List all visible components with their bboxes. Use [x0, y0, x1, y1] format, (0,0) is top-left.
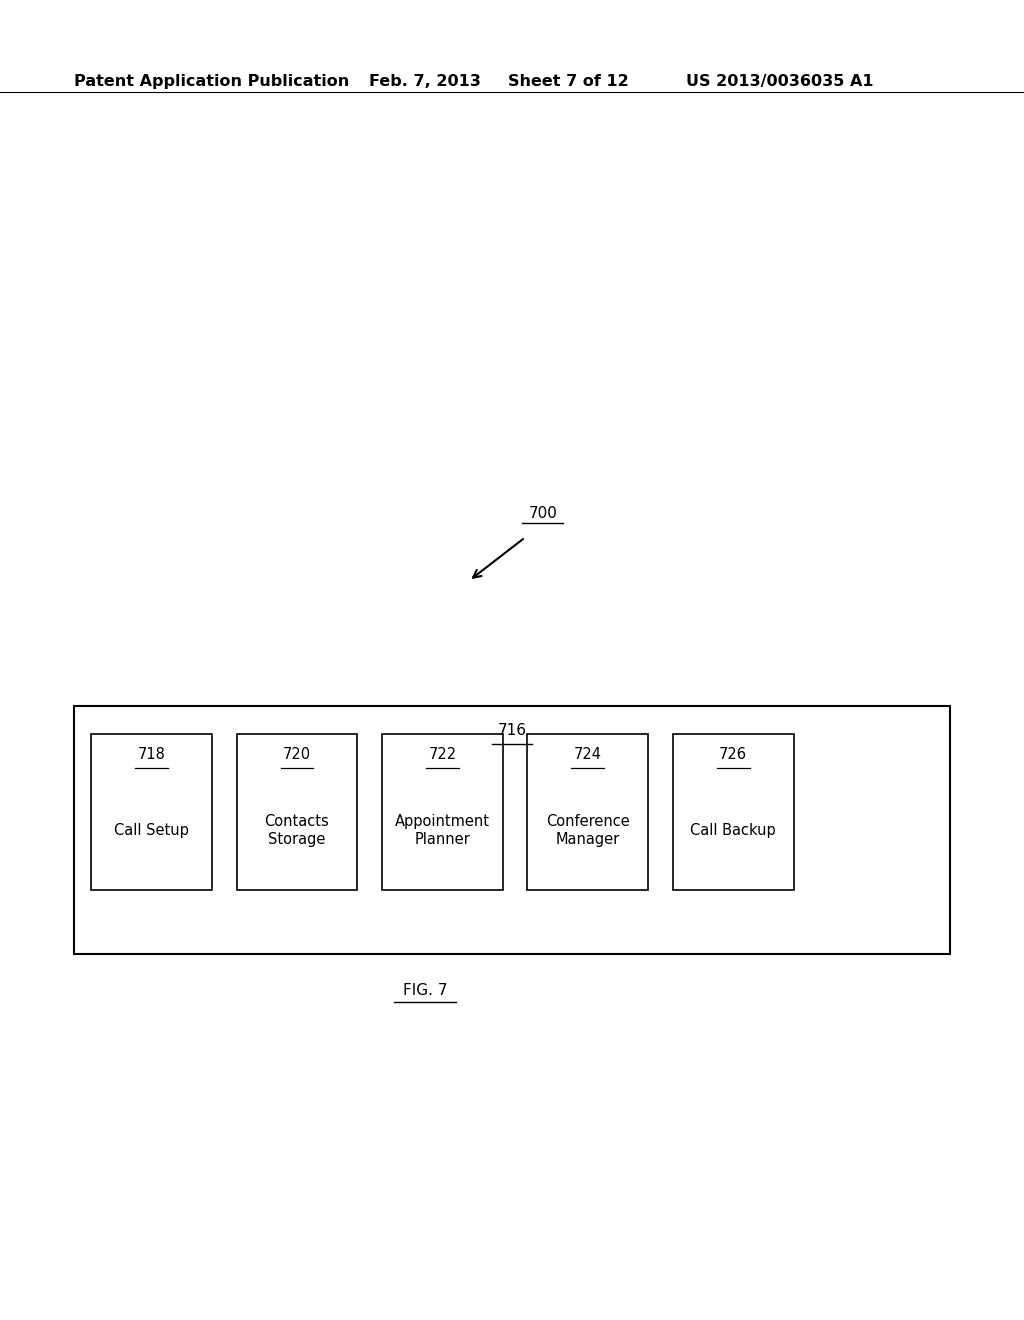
Bar: [673, 734, 794, 890]
Text: Appointment
Planner: Appointment Planner: [395, 814, 489, 846]
Text: 724: 724: [573, 747, 602, 762]
Text: Call Backup: Call Backup: [690, 822, 776, 838]
Bar: [91, 734, 212, 890]
Bar: [237, 734, 357, 890]
Bar: [74, 706, 950, 954]
Text: Feb. 7, 2013: Feb. 7, 2013: [369, 74, 480, 88]
Text: 700: 700: [528, 507, 557, 521]
Text: Contacts
Storage: Contacts Storage: [264, 814, 330, 846]
Bar: [527, 734, 648, 890]
Text: Conference
Manager: Conference Manager: [546, 814, 630, 846]
Text: 716: 716: [498, 723, 526, 738]
Text: Patent Application Publication: Patent Application Publication: [74, 74, 349, 88]
Text: 720: 720: [283, 747, 311, 762]
Text: Sheet 7 of 12: Sheet 7 of 12: [508, 74, 629, 88]
Text: FIG. 7: FIG. 7: [402, 983, 447, 998]
Text: US 2013/0036035 A1: US 2013/0036035 A1: [686, 74, 873, 88]
Text: 718: 718: [137, 747, 166, 762]
Text: Call Setup: Call Setup: [114, 822, 189, 838]
Bar: [382, 734, 503, 890]
Text: 722: 722: [428, 747, 457, 762]
Text: 726: 726: [719, 747, 748, 762]
